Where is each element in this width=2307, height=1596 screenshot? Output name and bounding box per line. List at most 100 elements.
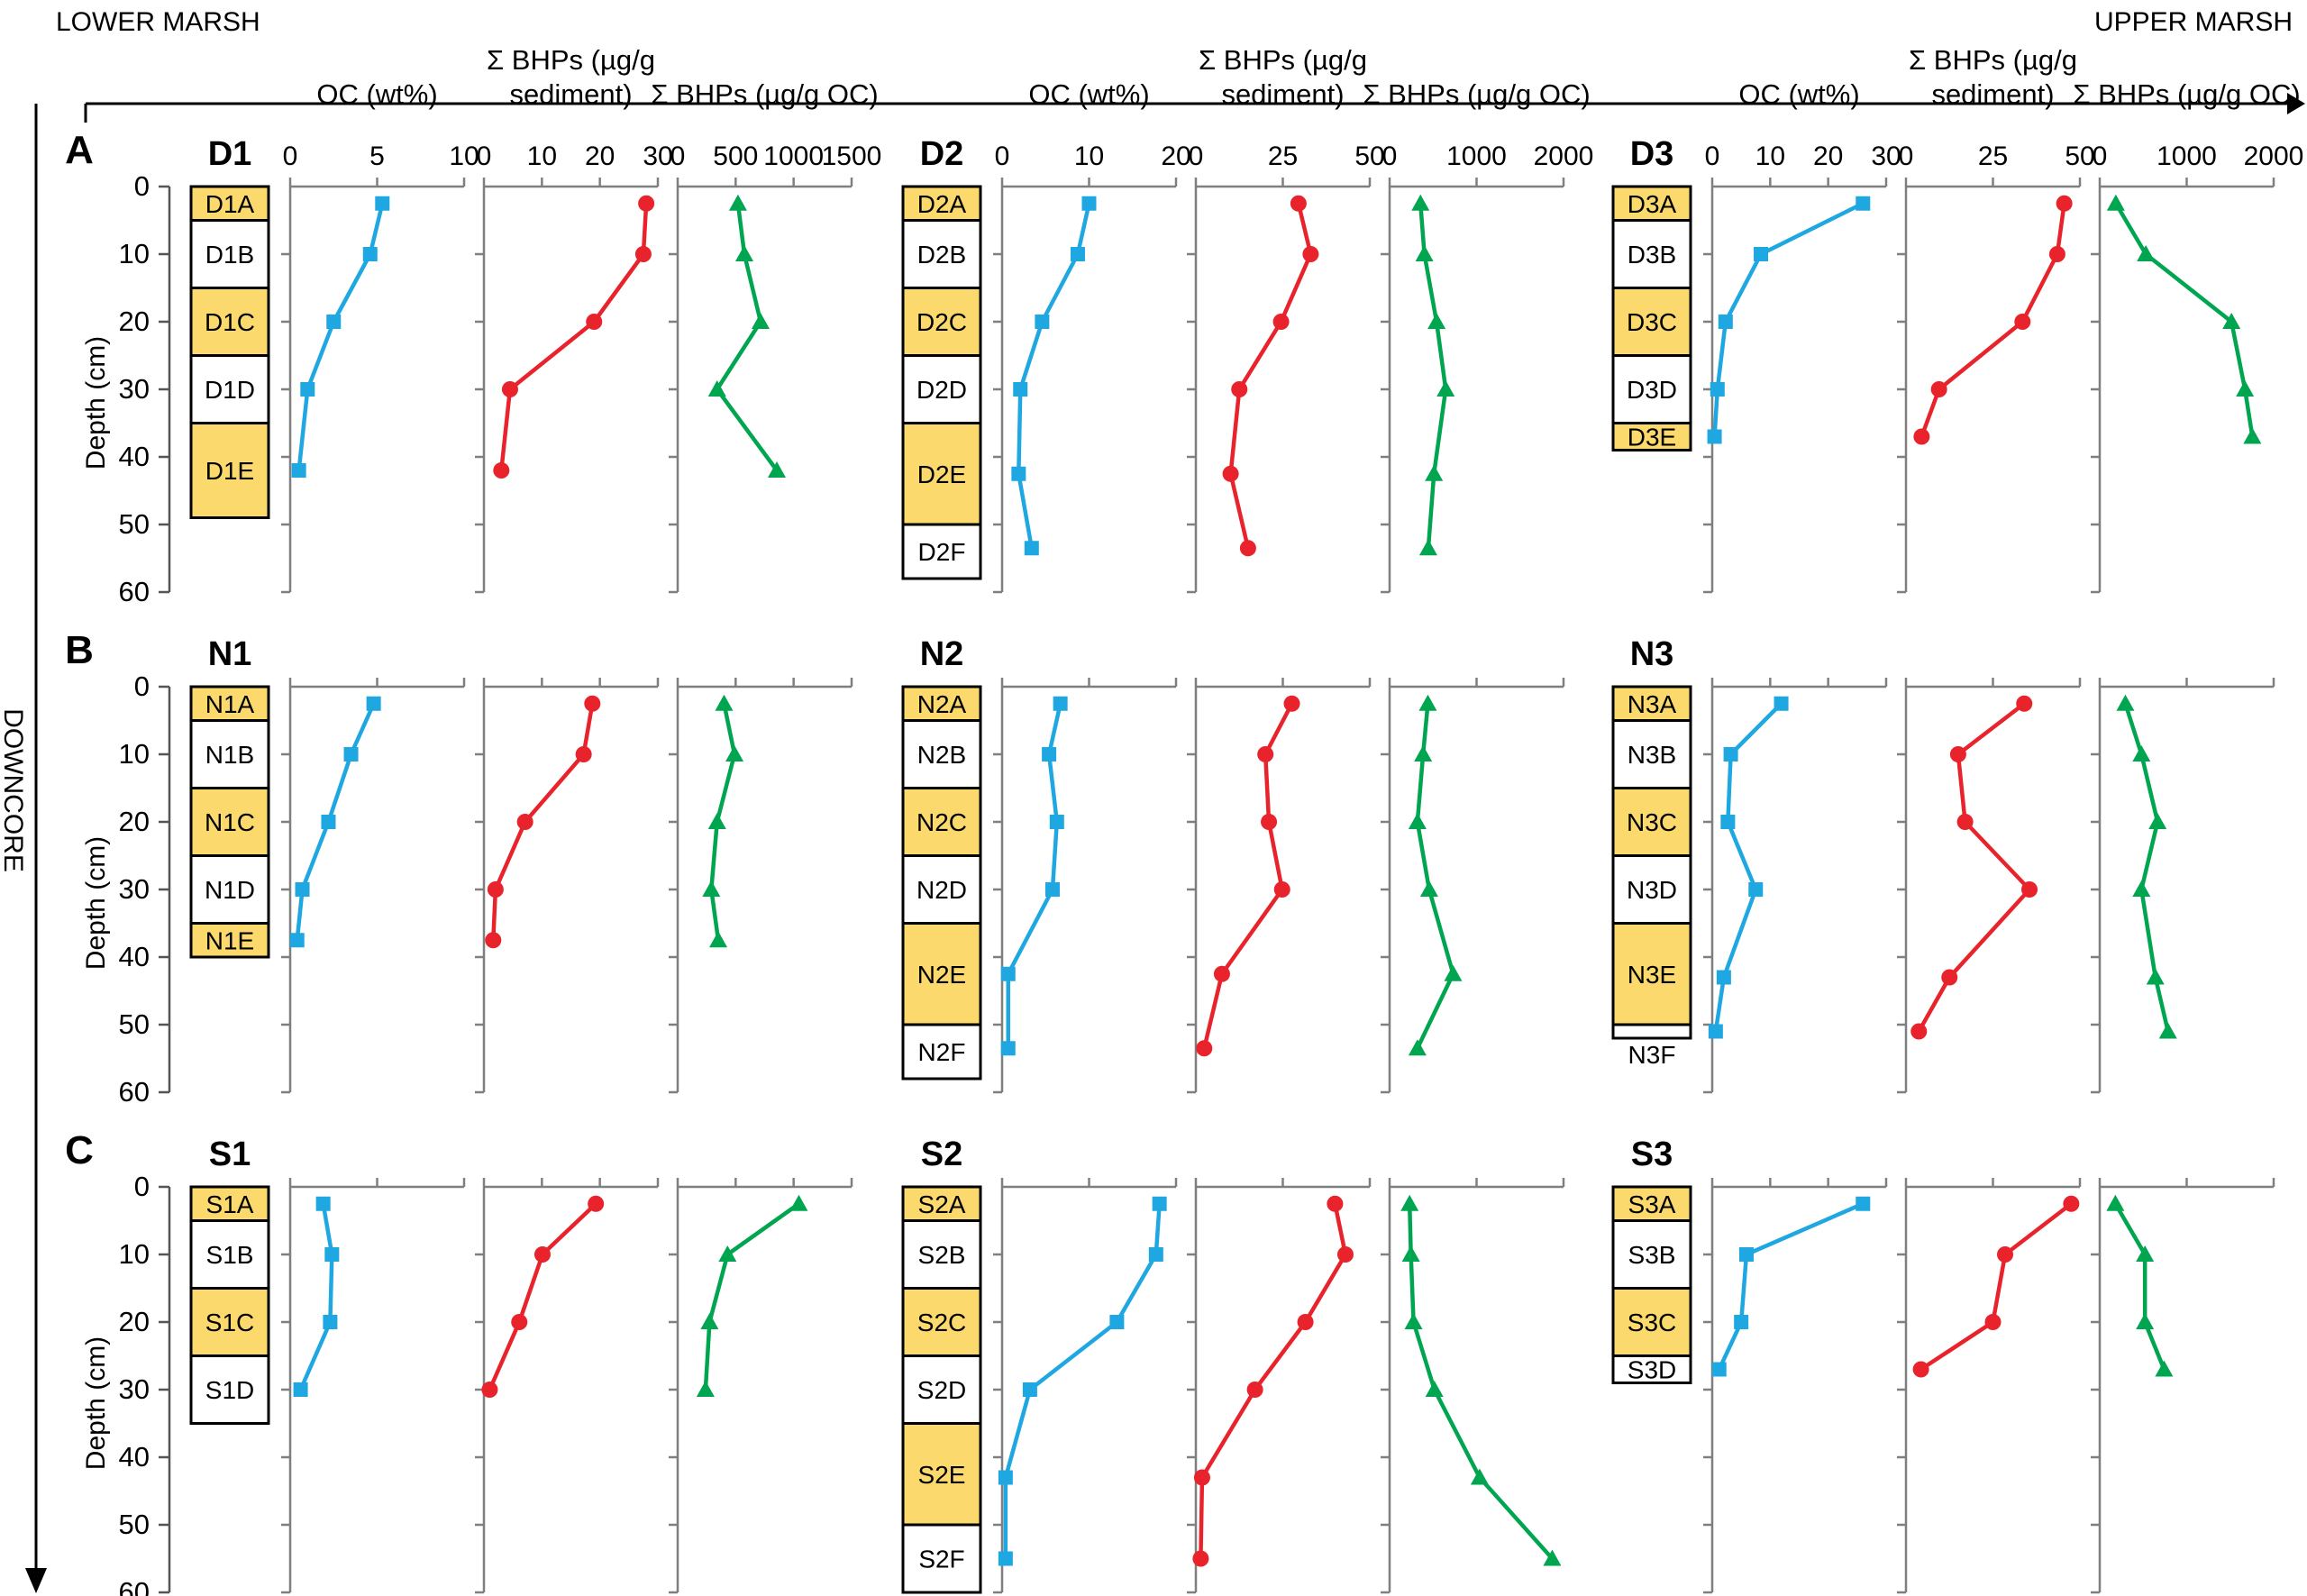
sample-label-N1D: N1D <box>205 876 255 904</box>
depth-tick-label: 0 <box>134 670 150 702</box>
sample-label-S2B: S2B <box>918 1241 966 1269</box>
sample-box-N3B <box>1611 719 1692 789</box>
sample-box-D1A <box>189 185 270 222</box>
sample-label-D2A: D2A <box>917 190 967 218</box>
data-point-circle <box>2014 314 2031 330</box>
bhps-sediment-plot-title: Σ BHPs (µg/g <box>1199 44 1367 76</box>
sample-label-S2A: S2A <box>918 1190 966 1218</box>
data-point-circle <box>511 1314 528 1330</box>
core-label-S2: S2 <box>921 1135 962 1173</box>
value-tick-label: 1000 <box>763 141 824 171</box>
sample-box-D3A <box>1611 185 1692 222</box>
data-point-circle <box>1912 1361 1929 1378</box>
data-point-square <box>323 1315 338 1329</box>
value-tick-label: 30 <box>1871 141 1901 171</box>
data-point-triangle <box>1414 745 1433 762</box>
bhps-sediment-plot-line-N2 <box>1202 701 1294 1051</box>
sample-label-N3A: N3A <box>1628 690 1677 718</box>
depth-tick-label: 20 <box>119 1306 150 1337</box>
sample-box-S1D <box>189 1354 270 1425</box>
data-point-circle <box>1222 465 1239 482</box>
data-point-triangle <box>2136 1245 2155 1262</box>
depth-tick-label: 0 <box>134 1171 150 1202</box>
value-tick-label: 25 <box>1978 141 2008 171</box>
data-point-square <box>321 815 336 829</box>
value-tick-label: 0 <box>2093 141 2108 171</box>
data-point-circle <box>588 1195 605 1212</box>
data-point-triangle <box>1400 1194 1419 1211</box>
value-tick-label: 10 <box>527 141 557 171</box>
sample-label-N2C: N2C <box>916 808 967 836</box>
oc-plot-line-S2 <box>1003 1201 1162 1561</box>
data-point-square <box>343 747 359 762</box>
data-point-circle <box>501 381 518 397</box>
data-point-circle <box>1272 314 1290 330</box>
value-tick-label: 0 <box>1899 141 1914 171</box>
data-point-square <box>295 882 310 897</box>
bhps-oc-plot-line-N3 <box>2123 701 2171 1034</box>
data-point-circle <box>1297 1314 1314 1330</box>
data-point-square <box>1011 466 1026 481</box>
data-point-circle <box>634 246 652 262</box>
data-point-triangle <box>2137 245 2156 261</box>
data-point-circle <box>1239 540 1256 557</box>
depth-axis-title-B: Depth (cm) <box>81 836 111 970</box>
bhps-oc-plot-line-S3 <box>2113 1201 2166 1372</box>
data-point-triangle <box>2136 1313 2155 1329</box>
depth-axis-title-A: Depth (cm) <box>81 336 111 470</box>
data-point-triangle <box>734 245 753 261</box>
data-point-square <box>1774 696 1789 711</box>
data-point-square <box>1000 966 1016 981</box>
sample-label-N2E: N2E <box>917 961 966 989</box>
data-point-square <box>998 1551 1013 1566</box>
depth-tick-label: 30 <box>119 1373 150 1405</box>
depth-tick-label: 60 <box>119 576 150 607</box>
data-point-triangle <box>725 745 744 762</box>
bhps-oc-plot-title: Σ BHPs (µg/g OC) <box>1363 78 1590 110</box>
bhps-sediment-plot-line-S2 <box>1199 1201 1348 1561</box>
data-point-square <box>1000 1041 1016 1056</box>
oc-plot-line-D3 <box>1712 201 1865 439</box>
data-point-circle <box>1941 969 1958 986</box>
data-point-square <box>1754 247 1769 261</box>
data-point-circle <box>1283 695 1300 712</box>
oc-plot-title: OC (wt%) <box>1028 78 1149 110</box>
data-point-square <box>1013 382 1028 397</box>
sample-label-N2D: N2D <box>916 876 967 904</box>
data-point-square <box>289 933 305 948</box>
data-point-triangle <box>696 1381 715 1397</box>
data-point-square <box>1035 315 1050 329</box>
depth-tick-label: 40 <box>119 441 150 472</box>
core-label-N3: N3 <box>1630 635 1674 673</box>
sample-box-D3E <box>1611 422 1692 451</box>
data-point-square <box>375 196 390 211</box>
bhps-sediment-plot-line-S1 <box>488 1201 598 1392</box>
data-point-square <box>1152 1196 1167 1211</box>
sample-label-D3B: D3B <box>1628 241 1676 269</box>
data-point-triangle <box>768 461 787 478</box>
data-point-triangle <box>2106 1194 2125 1211</box>
data-point-circle <box>1949 746 1966 762</box>
data-point-square <box>1710 382 1725 397</box>
bhps-sediment-plot-title: Σ BHPs (µg/g <box>487 44 655 76</box>
data-point-triangle <box>728 194 747 211</box>
sample-box-D1E <box>189 422 270 519</box>
bhps-sediment-plot-title: Σ BHPs (µg/g <box>1909 44 2077 76</box>
bhps-sediment-plot-title: sediment) <box>1931 78 2054 110</box>
data-point-circle <box>1327 1195 1344 1212</box>
oc-plot-line-S3 <box>1717 1201 1865 1372</box>
sample-box-N2B <box>901 719 982 789</box>
depth-tick-label: 10 <box>119 738 150 770</box>
value-tick-label: 5 <box>369 141 385 171</box>
depth-tick-label: 30 <box>119 873 150 905</box>
data-point-square <box>1053 696 1068 711</box>
data-point-circle <box>481 1382 498 1398</box>
data-point-triangle <box>2116 694 2135 711</box>
depth-tick-label: 40 <box>119 1441 150 1473</box>
data-point-triangle <box>715 694 734 711</box>
data-point-square <box>1022 1382 1037 1397</box>
bhps-oc-plot-line-N2 <box>1415 701 1455 1051</box>
bhps-oc-plot-line-D1 <box>715 201 780 473</box>
